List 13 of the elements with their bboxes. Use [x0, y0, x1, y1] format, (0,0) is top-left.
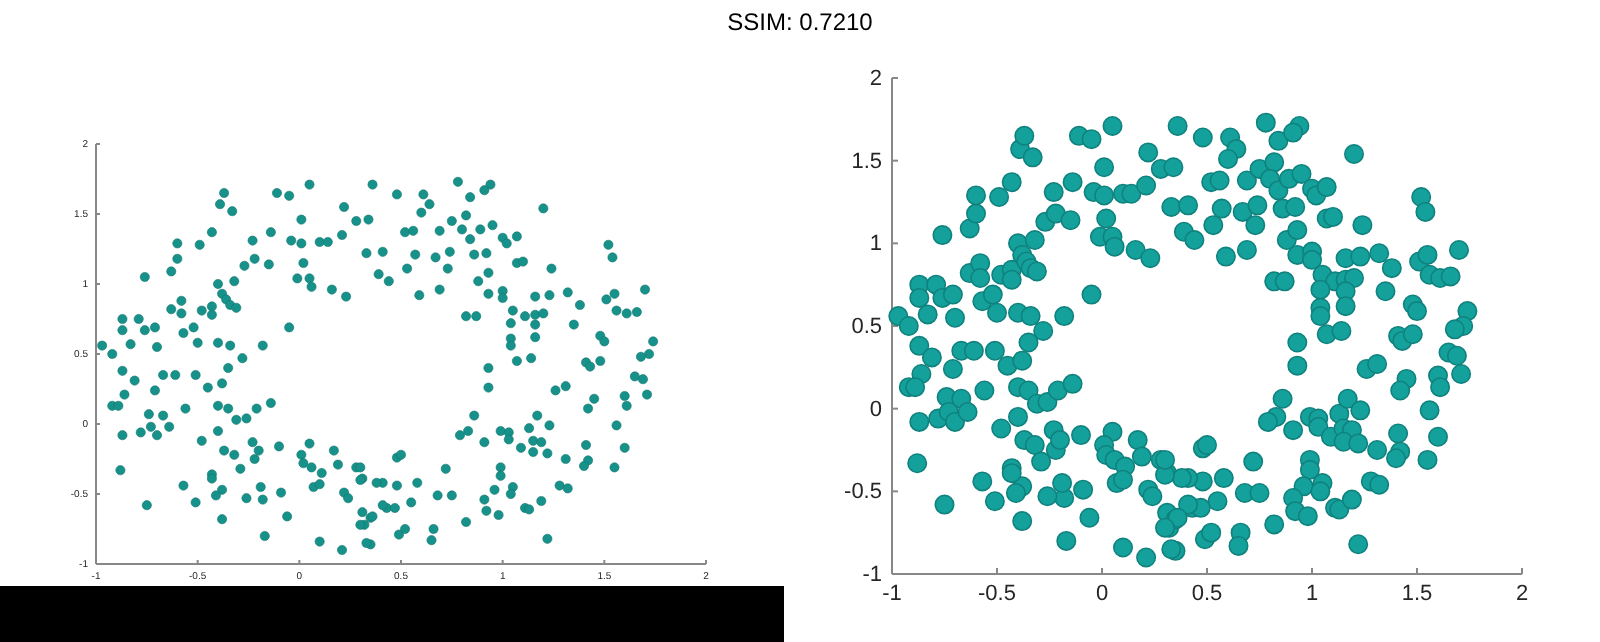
y-tick-label: 2	[869, 67, 882, 92]
text: SSIM: 0.7210	[727, 8, 874, 36]
x-tick-label: -0.5	[978, 581, 1016, 606]
x-tick-label: 2	[1515, 581, 1529, 606]
x-tick-label: 1	[1305, 581, 1319, 606]
y-tick-label: 1	[869, 232, 882, 257]
x-tick-label: 0.5	[1191, 581, 1223, 606]
y-tick-label: 0	[869, 397, 882, 422]
y-tick-label: -0.5	[844, 480, 882, 505]
x-tick-label: 0	[1095, 581, 1109, 606]
y-tick-label: 0.5	[851, 315, 882, 340]
y-tick-label: 1.5	[851, 149, 882, 174]
x-tick-label: 1.5	[1401, 581, 1433, 606]
